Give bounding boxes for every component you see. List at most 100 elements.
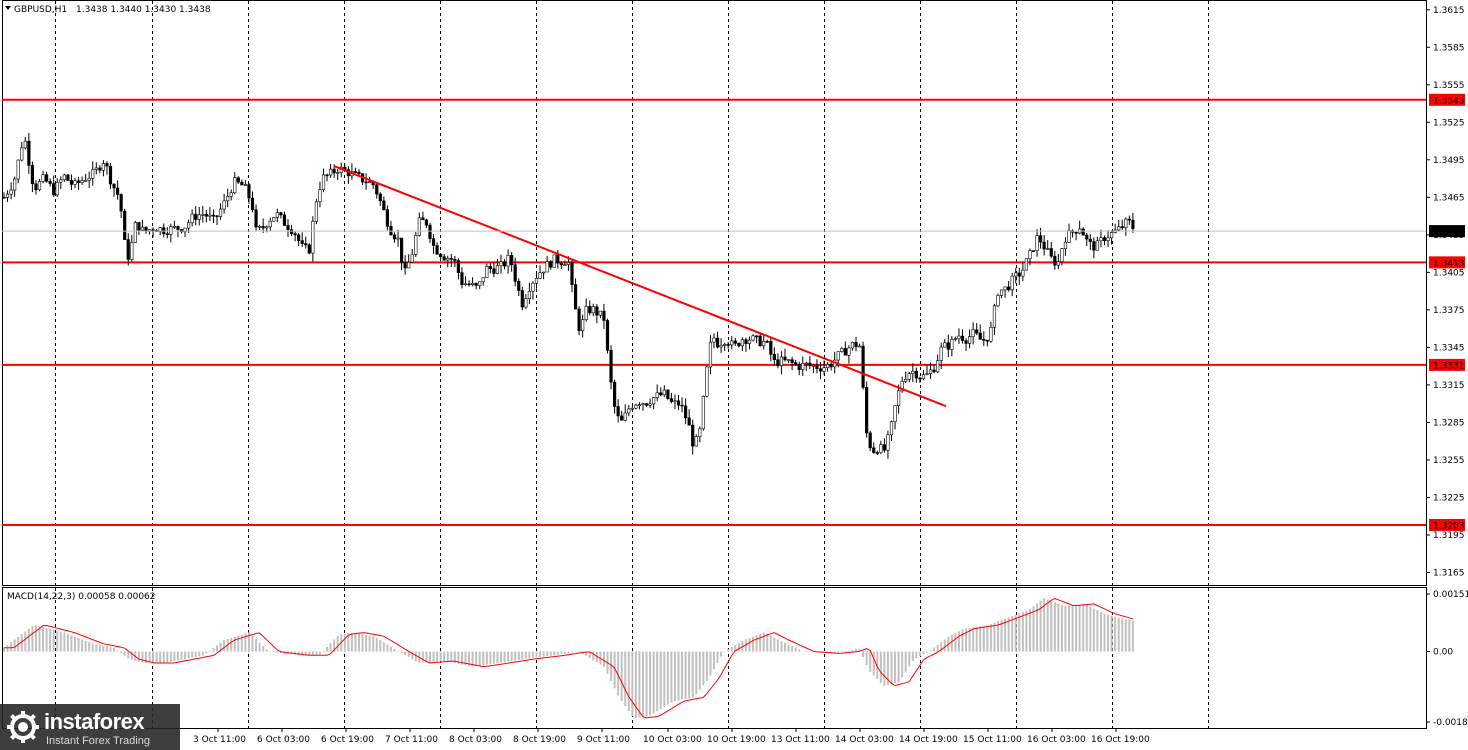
macd-bar (10, 642, 13, 652)
candle (964, 338, 968, 351)
macd-bar (759, 633, 762, 652)
macd-bar (521, 651, 524, 660)
macd-bar (957, 631, 960, 652)
macd-bar (109, 647, 112, 652)
macd-bar (49, 628, 52, 652)
candle (382, 196, 386, 211)
candle (201, 205, 205, 223)
macd-bar (77, 638, 80, 652)
macd-bar (368, 635, 371, 652)
macd-bar (1043, 598, 1046, 652)
macd-bar (986, 625, 989, 652)
macd-bar (3, 647, 5, 652)
macd-bar (201, 651, 204, 656)
macd-bar (549, 651, 552, 656)
candle (1120, 219, 1124, 231)
macd-bar (123, 651, 126, 656)
candle (453, 256, 457, 268)
horizontal-levels (2, 98, 1426, 526)
candle (1046, 240, 1050, 250)
macd-bar (169, 651, 172, 662)
candle (588, 300, 592, 316)
candle (279, 211, 283, 219)
macd-bar (265, 649, 268, 652)
candle (683, 398, 688, 425)
candle (1014, 268, 1018, 284)
candle (520, 286, 524, 311)
macd-bar (571, 651, 573, 653)
candle (325, 173, 329, 182)
candle (868, 430, 872, 452)
macd-bar (443, 651, 446, 662)
macd-bar (262, 645, 265, 652)
level-tag-label: 1.3543 (1433, 96, 1465, 106)
candle (506, 249, 510, 274)
candle (1074, 231, 1078, 241)
time-tick-label: 8 Oct 03:00 (449, 735, 502, 745)
candle (928, 362, 933, 379)
candle (531, 281, 535, 300)
level-tag-label: 1.3413 (1433, 259, 1465, 269)
candle (723, 342, 727, 351)
macd-bar (883, 651, 886, 686)
candle (208, 207, 212, 221)
candle (211, 209, 216, 224)
candle (712, 333, 716, 349)
macd-bar (45, 628, 48, 652)
candle (733, 337, 737, 346)
candle (889, 420, 894, 441)
macd-bar (585, 651, 588, 656)
candle (946, 334, 950, 358)
candle (659, 387, 663, 397)
candle (1017, 267, 1021, 285)
macd-bar (70, 635, 73, 652)
macd-bar (769, 635, 772, 652)
time-tick-label: 14 Oct 19:00 (899, 735, 958, 745)
candle (1021, 261, 1025, 282)
macd-bar (137, 651, 140, 662)
candle (30, 161, 35, 193)
candle (108, 163, 113, 190)
candle (392, 232, 397, 243)
price-tick-label: 1.3165 (1433, 568, 1465, 578)
candle (552, 254, 556, 268)
candle (87, 171, 91, 188)
macd-bar (66, 633, 69, 652)
macd-bar (918, 651, 921, 657)
candle (943, 338, 947, 348)
candle (385, 205, 390, 231)
macd-bar (542, 651, 545, 657)
macd-bar (1036, 603, 1039, 652)
price-axis: 1.3615 1.3585 1.3555 1.3525 1.3495 1.3465 1.34… (1426, 6, 1465, 578)
candle (1092, 237, 1096, 259)
candle (236, 176, 240, 184)
macd-bar (681, 651, 684, 700)
candle (222, 194, 226, 214)
macd-bar (113, 647, 116, 652)
candle (783, 348, 787, 362)
candle (680, 397, 684, 413)
price-tick-label: 1.3315 (1433, 381, 1465, 391)
candle (1127, 215, 1131, 225)
candle (300, 232, 304, 247)
candle (123, 208, 127, 240)
symbol-dropdown-icon[interactable] (5, 6, 11, 10)
macd-bar (727, 649, 730, 652)
macd-bar (1032, 606, 1035, 652)
candle (705, 365, 709, 398)
macd-bar (691, 651, 694, 698)
candle (936, 354, 940, 373)
candle (595, 304, 599, 324)
candle (797, 361, 801, 376)
macd-bar (503, 651, 506, 663)
macd-bar (180, 651, 183, 660)
macd-bar (734, 645, 737, 652)
macd-bar (716, 651, 719, 663)
candle (13, 176, 17, 197)
macd-bar (141, 651, 144, 663)
macd-bar (478, 651, 481, 666)
macd-bar (52, 629, 55, 652)
macd-bar (950, 634, 953, 652)
macd-bar (961, 629, 964, 652)
candle (399, 237, 404, 271)
